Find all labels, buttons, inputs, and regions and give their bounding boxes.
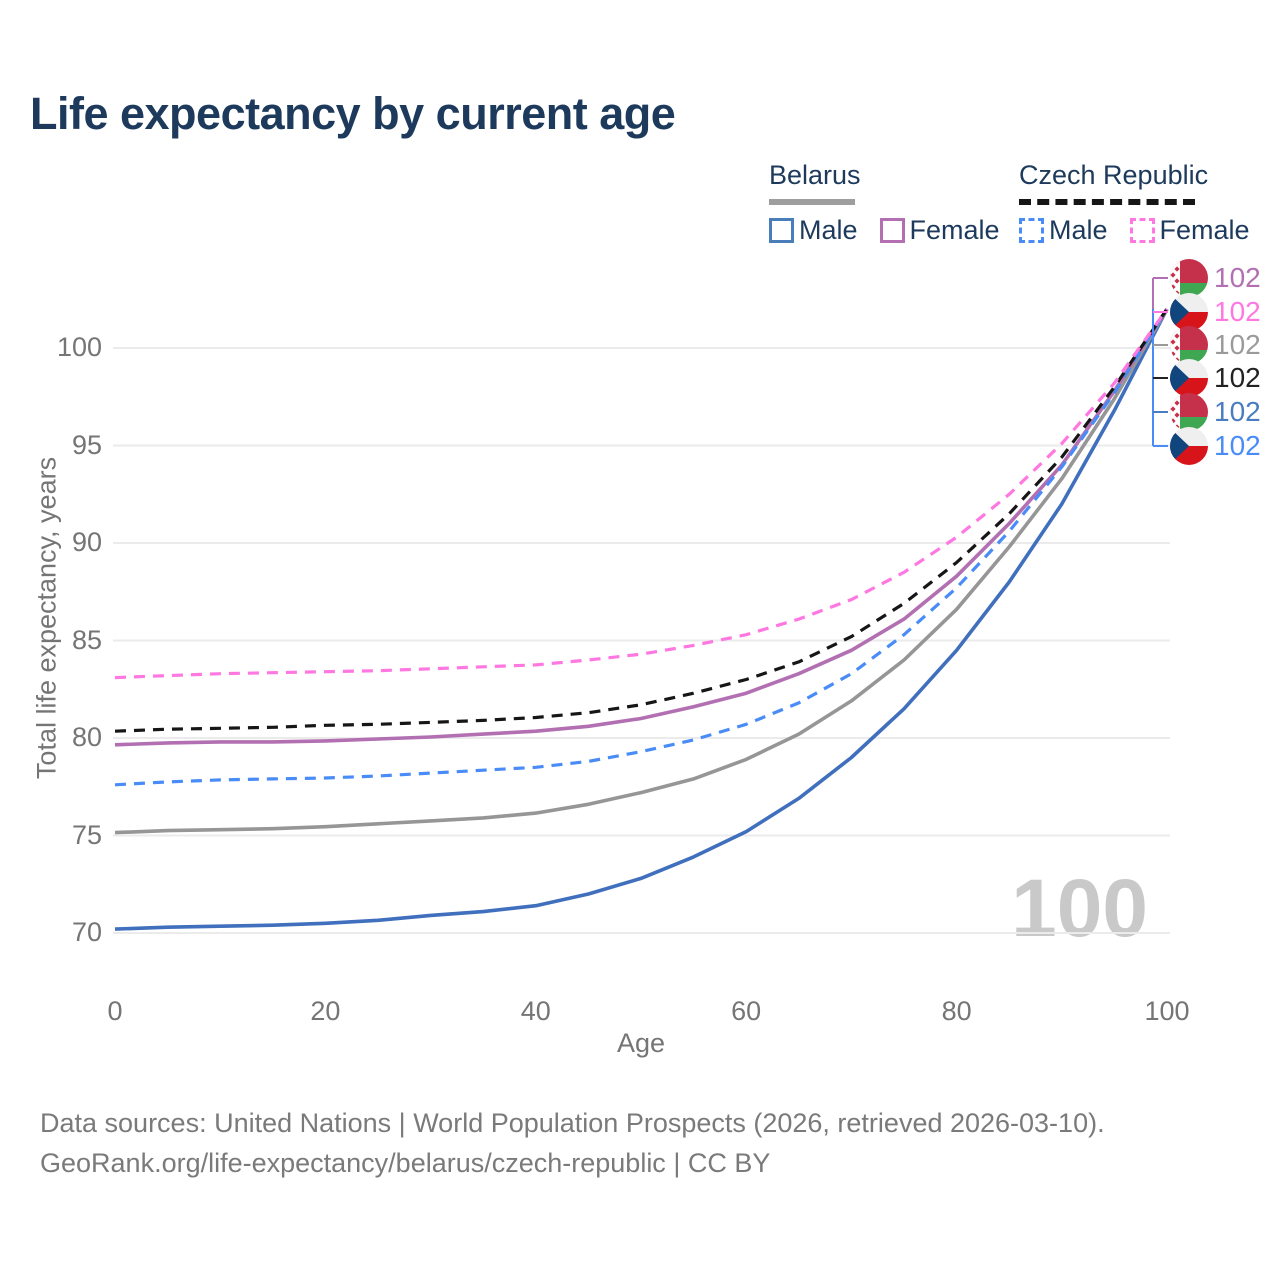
series-line-czech-male <box>114 308 1169 787</box>
x-tick-label-100: 100 <box>1144 996 1190 1026</box>
belarus-flag-icon <box>1170 326 1208 364</box>
czech-flag-icon <box>1170 427 1208 465</box>
legend-label-belarus-female: Female <box>909 215 1000 245</box>
end-value-label: 102 <box>1214 296 1261 327</box>
belarus-flag-icon <box>1170 259 1208 297</box>
czech-male-swatch-icon <box>1019 218 1044 243</box>
belarus-male-swatch-icon <box>769 218 794 243</box>
series-line-belarus-male <box>114 308 1169 931</box>
page-title: Life expectancy by current age <box>30 88 676 139</box>
legend-label-belarus-male: Male <box>799 215 858 245</box>
czech-flag-icon <box>1170 293 1208 331</box>
end-label-row-czech-5: 102 <box>1170 427 1261 465</box>
legend-item-belarus-male[interactable]: Male <box>769 215 858 246</box>
legend-group-belarus: Belarus Male Female <box>769 160 1022 246</box>
data-sources-text: Data sources: United Nations | World Pop… <box>40 1108 1105 1138</box>
y-tick-label-75: 75 <box>71 819 102 850</box>
czech-flag-icon <box>1170 359 1208 397</box>
legend-item-czech-male[interactable]: Male <box>1019 215 1108 246</box>
legend-item-czech-female[interactable]: Female <box>1129 215 1250 246</box>
x-tick-label-0: 0 <box>107 996 123 1026</box>
end-value-label: 102 <box>1214 430 1261 461</box>
legend-group-czech-republic: Czech Republic Male Female <box>1019 160 1272 246</box>
end-value-label: 102 <box>1214 396 1261 427</box>
end-value-label: 102 <box>1214 329 1261 360</box>
x-axis-title: Age <box>616 1028 666 1058</box>
end-label-row-czech-1: 102 <box>1170 293 1261 331</box>
legend-item-belarus-female[interactable]: Female <box>879 215 1000 246</box>
end-value-label: 102 <box>1214 262 1261 293</box>
czech-line-swatch <box>1019 199 1195 205</box>
belarus-female-swatch-icon <box>879 218 905 243</box>
y-tick-label-80: 80 <box>71 722 102 752</box>
y-tick-label-85: 85 <box>71 624 102 655</box>
series-lines <box>114 308 1169 931</box>
series-line-belarus-both <box>114 308 1169 835</box>
age-counter-watermark: 100 <box>1011 863 1148 954</box>
gridlines <box>113 347 1170 934</box>
x-tick-label-20: 20 <box>310 996 341 1026</box>
end-label-row-belarus-0: 102 <box>1170 259 1261 297</box>
end-label-row-belarus-4: 102 <box>1170 393 1261 431</box>
czech-female-swatch-icon <box>1129 218 1155 243</box>
x-tick-label-80: 80 <box>941 996 972 1026</box>
legend-header-belarus: Belarus <box>769 160 861 190</box>
attribution-text: GeoRank.org/life-expectancy/belarus/czec… <box>40 1148 771 1178</box>
series-line-czech-both <box>114 308 1169 733</box>
belarus-flag-icon <box>1170 393 1208 431</box>
end-value-label: 102 <box>1214 362 1261 393</box>
end-label-row-belarus-2: 102 <box>1170 326 1261 364</box>
legend-header-czech-republic: Czech Republic <box>1019 160 1209 190</box>
series-line-belarus-female <box>114 308 1169 747</box>
legend-label-czech-female: Female <box>1159 215 1250 245</box>
y-tick-label-90: 90 <box>71 527 102 557</box>
y-tick-label-95: 95 <box>71 429 102 460</box>
end-label-row-czech-3: 102 <box>1170 359 1261 397</box>
series-line-czech-female <box>114 308 1169 680</box>
x-tick-label-60: 60 <box>731 996 762 1026</box>
x-tick-label-40: 40 <box>520 996 551 1026</box>
belarus-line-swatch <box>769 199 855 205</box>
end-label-leader-lines <box>1152 277 1168 447</box>
y-tick-label-70: 70 <box>71 917 102 947</box>
legend-label-czech-male: Male <box>1049 215 1108 245</box>
y-tick-label-100: 100 <box>56 332 102 362</box>
